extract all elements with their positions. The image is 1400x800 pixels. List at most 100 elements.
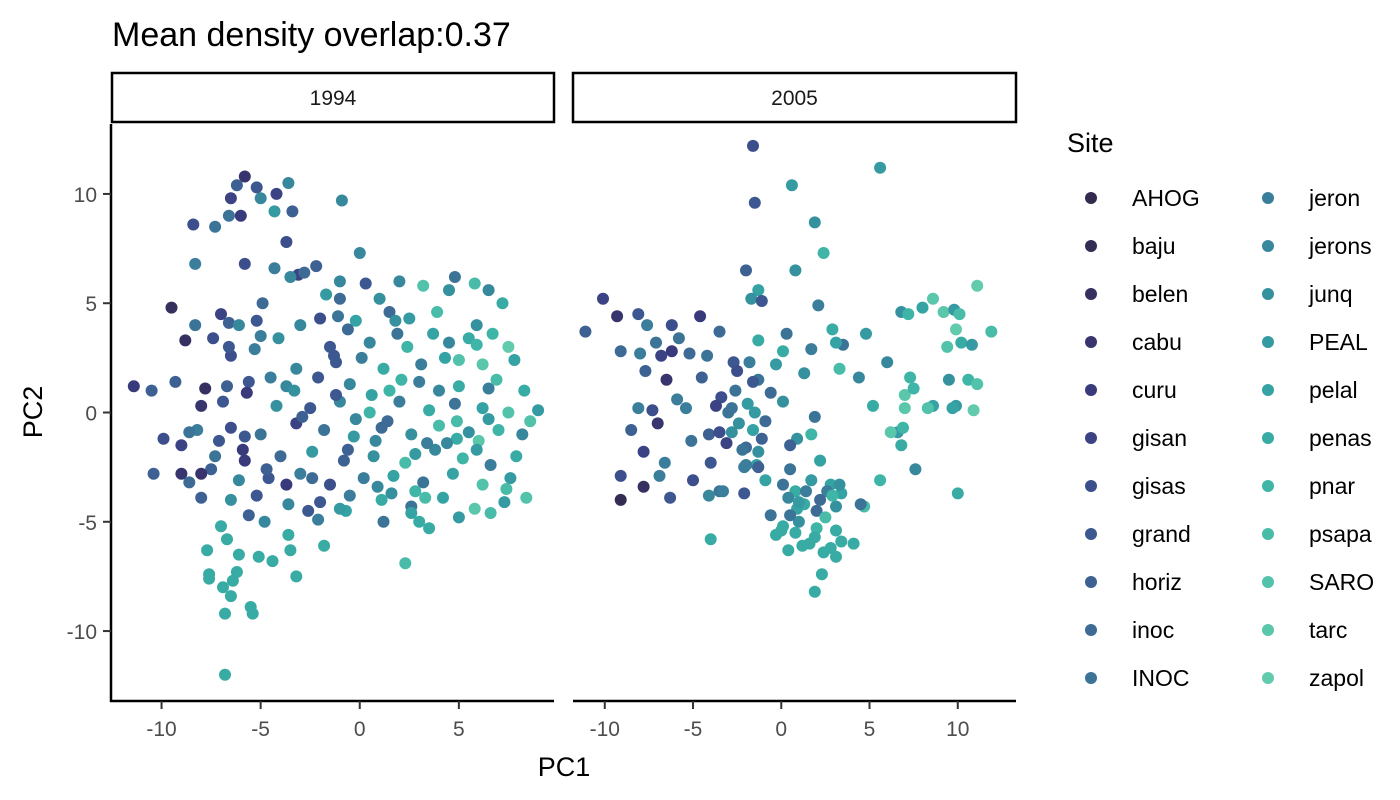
- data-point: [328, 349, 340, 362]
- data-point: [347, 430, 360, 443]
- data-point: [632, 308, 645, 321]
- data-point: [830, 550, 842, 563]
- data-point: [672, 332, 685, 345]
- data-point: [898, 402, 911, 415]
- data-point: [532, 404, 545, 417]
- data-point: [302, 504, 315, 517]
- legend-item-junq: junq: [1262, 281, 1352, 307]
- data-point: [937, 306, 950, 318]
- data-point: [904, 371, 917, 384]
- legend-key: [1262, 192, 1274, 204]
- data-point: [175, 439, 188, 452]
- data-point: [288, 384, 301, 397]
- data-point: [446, 467, 459, 480]
- data-point: [252, 550, 265, 563]
- data-point: [729, 384, 742, 397]
- data-point: [792, 496, 805, 509]
- data-point: [867, 399, 879, 412]
- data-point: [391, 327, 404, 340]
- data-point: [224, 421, 237, 434]
- data-point: [399, 557, 412, 570]
- data-point: [232, 548, 245, 561]
- data-point: [683, 347, 696, 360]
- data-point: [881, 356, 894, 369]
- data-point: [808, 216, 821, 229]
- data-point: [784, 509, 797, 522]
- legend-label: curu: [1132, 377, 1177, 403]
- data-point: [377, 515, 390, 528]
- data-point: [482, 284, 495, 297]
- data-point: [250, 314, 263, 327]
- data-point: [250, 181, 263, 194]
- data-point: [967, 404, 980, 417]
- data-point: [355, 351, 368, 364]
- data-point: [641, 319, 654, 332]
- legend-key: [1262, 288, 1274, 300]
- data-point: [335, 194, 348, 207]
- legend-key: [1262, 480, 1274, 492]
- legend-item-gisan: gisan: [1085, 425, 1187, 451]
- data-point: [222, 209, 235, 222]
- data-point: [785, 179, 798, 192]
- data-point: [921, 402, 934, 415]
- data-point: [456, 452, 469, 465]
- data-point: [897, 421, 909, 434]
- data-point: [579, 325, 592, 338]
- data-point: [817, 247, 830, 259]
- data-point: [798, 367, 811, 380]
- data-point: [951, 487, 964, 500]
- data-point: [508, 354, 521, 366]
- data-point: [238, 170, 251, 183]
- data-point: [611, 310, 624, 323]
- legend-key: [1262, 384, 1274, 396]
- data-point: [482, 382, 495, 395]
- data-point: [179, 334, 192, 347]
- data-point: [165, 301, 178, 314]
- data-point: [805, 428, 818, 441]
- legend-label: inoc: [1132, 617, 1174, 643]
- legend-key: [1085, 480, 1097, 492]
- data-point: [306, 445, 319, 458]
- data-point: [280, 236, 293, 248]
- data-point: [369, 434, 382, 447]
- data-point: [847, 537, 860, 550]
- data-point: [341, 443, 354, 456]
- data-point: [614, 493, 627, 506]
- data-point: [476, 402, 489, 415]
- data-point: [359, 277, 372, 290]
- data-point: [433, 384, 445, 397]
- data-point: [496, 297, 509, 310]
- x-axis-title: PC1: [538, 752, 591, 782]
- data-point: [419, 491, 432, 504]
- data-point: [195, 399, 208, 412]
- data-point: [808, 585, 821, 598]
- data-point: [777, 395, 789, 408]
- data-point: [971, 279, 984, 292]
- data-point: [748, 406, 761, 419]
- data-point: [516, 428, 529, 441]
- data-point: [306, 472, 319, 485]
- legend-key: [1262, 624, 1274, 636]
- data-point: [680, 402, 692, 415]
- panel-1994: [127, 170, 545, 681]
- data-point: [852, 371, 865, 384]
- data-point: [792, 515, 805, 528]
- data-point: [777, 478, 789, 491]
- data-point: [284, 271, 297, 283]
- data-point: [145, 384, 158, 397]
- data-point: [860, 327, 872, 340]
- data-point: [796, 539, 809, 552]
- data-point: [985, 325, 998, 338]
- data-point: [780, 327, 793, 340]
- data-point: [157, 432, 170, 445]
- data-point: [752, 445, 765, 458]
- facet-strip-1994: [110, 71, 556, 124]
- data-point: [224, 493, 237, 506]
- data-point: [815, 568, 828, 581]
- data-point: [710, 399, 722, 412]
- data-point: [205, 463, 218, 476]
- data-point: [268, 205, 281, 218]
- data-point: [812, 299, 825, 312]
- data-point: [333, 502, 346, 515]
